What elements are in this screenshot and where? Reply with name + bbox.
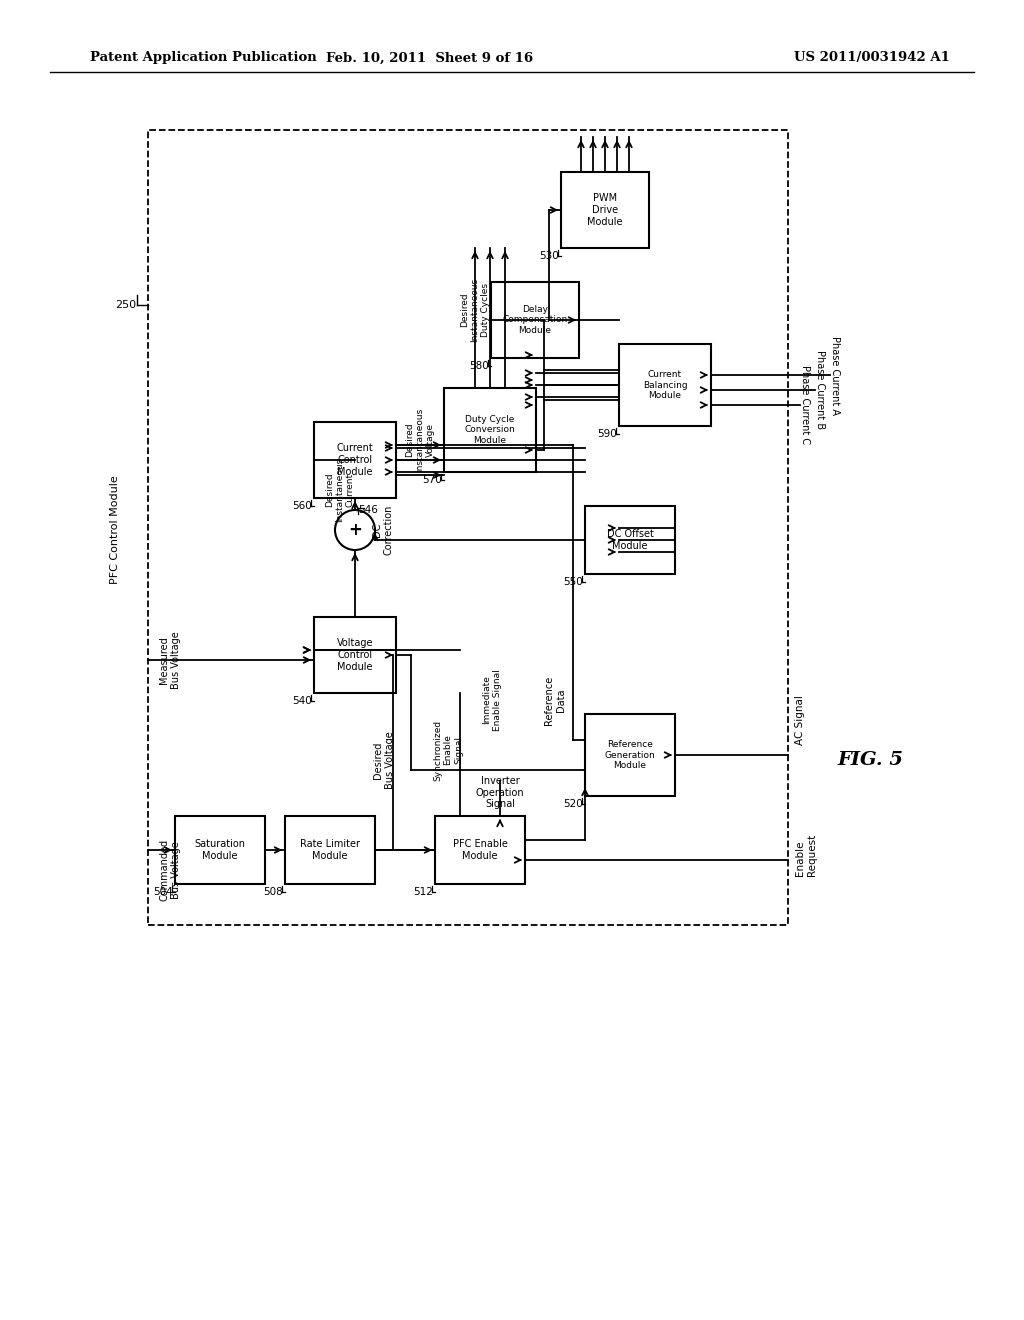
Text: 590: 590 — [597, 429, 617, 440]
Text: Desired
Instantaneous
Duty Cycles: Desired Instantaneous Duty Cycles — [460, 279, 489, 342]
Bar — [585, 714, 675, 796]
Text: DC Offset
Module: DC Offset Module — [606, 529, 653, 550]
Text: +: + — [348, 521, 361, 539]
Text: Patent Application Publication: Patent Application Publication — [90, 51, 316, 65]
Text: 550: 550 — [563, 577, 583, 587]
Text: Reference
Generation
Module: Reference Generation Module — [604, 741, 655, 770]
Text: AC Signal: AC Signal — [795, 696, 805, 744]
Text: FIG. 5: FIG. 5 — [837, 751, 903, 770]
Circle shape — [335, 510, 375, 550]
Bar — [175, 816, 265, 884]
Text: 512: 512 — [413, 887, 433, 898]
Bar — [314, 616, 396, 693]
Bar — [585, 506, 675, 574]
Text: Feb. 10, 2011  Sheet 9 of 16: Feb. 10, 2011 Sheet 9 of 16 — [327, 51, 534, 65]
Text: Synchronized
Enable
Signal: Synchronized Enable Signal — [433, 719, 463, 780]
Text: 530: 530 — [540, 251, 559, 261]
Text: PWM
Drive
Module: PWM Drive Module — [587, 194, 623, 227]
Bar — [490, 282, 579, 358]
Bar — [618, 345, 711, 426]
Text: 580: 580 — [469, 360, 489, 371]
Text: 570: 570 — [422, 475, 442, 484]
Text: Enable
Request: Enable Request — [795, 834, 816, 876]
Text: 540: 540 — [292, 696, 312, 706]
Text: Desired
Bus Voltage: Desired Bus Voltage — [373, 731, 395, 789]
Text: 508: 508 — [263, 887, 283, 898]
Text: PFC Enable
Module: PFC Enable Module — [453, 840, 508, 861]
Bar — [561, 172, 649, 248]
Text: Phase Current A: Phase Current A — [830, 335, 840, 414]
Bar — [285, 816, 375, 884]
Text: Phase Current C: Phase Current C — [800, 366, 810, 445]
Text: Duty Cycle
Conversion
Module: Duty Cycle Conversion Module — [465, 414, 515, 445]
Text: PFC Control Module: PFC Control Module — [110, 475, 120, 585]
Bar — [435, 816, 525, 884]
Text: Voltage
Control
Module: Voltage Control Module — [337, 639, 374, 672]
Text: 546: 546 — [358, 506, 378, 515]
Text: Current
Control
Module: Current Control Module — [337, 444, 374, 477]
Text: Immediate
Enable Signal: Immediate Enable Signal — [482, 669, 502, 731]
Text: Desired
Instantaneous
Current: Desired Instantaneous Current — [325, 458, 355, 523]
Text: 520: 520 — [563, 799, 583, 809]
Text: 560: 560 — [292, 502, 312, 511]
Text: Delay
Compensation
Module: Delay Compensation Module — [503, 305, 567, 335]
Text: Saturation
Module: Saturation Module — [195, 840, 246, 861]
Text: Measured
Bus Voltage: Measured Bus Voltage — [159, 631, 181, 689]
Text: US 2011/0031942 A1: US 2011/0031942 A1 — [795, 51, 950, 65]
Bar — [314, 422, 396, 498]
Text: DC
Correction: DC Correction — [372, 504, 394, 556]
Text: Rate Limiter
Module: Rate Limiter Module — [300, 840, 360, 861]
Bar — [444, 388, 536, 473]
Text: 250: 250 — [115, 300, 136, 310]
Text: Reference
Data: Reference Data — [544, 676, 566, 725]
Text: 504: 504 — [154, 887, 173, 898]
Text: Inverter
Operation
Signal: Inverter Operation Signal — [476, 776, 524, 809]
Bar — [148, 129, 788, 925]
Text: Desired
Instantaneous
Voltage: Desired Instantaneous Voltage — [406, 408, 435, 473]
Text: Current
Balancing
Module: Current Balancing Module — [643, 370, 687, 400]
Text: Commanded
Bus Voltage: Commanded Bus Voltage — [159, 840, 181, 902]
Text: Phase Current B: Phase Current B — [815, 350, 825, 429]
